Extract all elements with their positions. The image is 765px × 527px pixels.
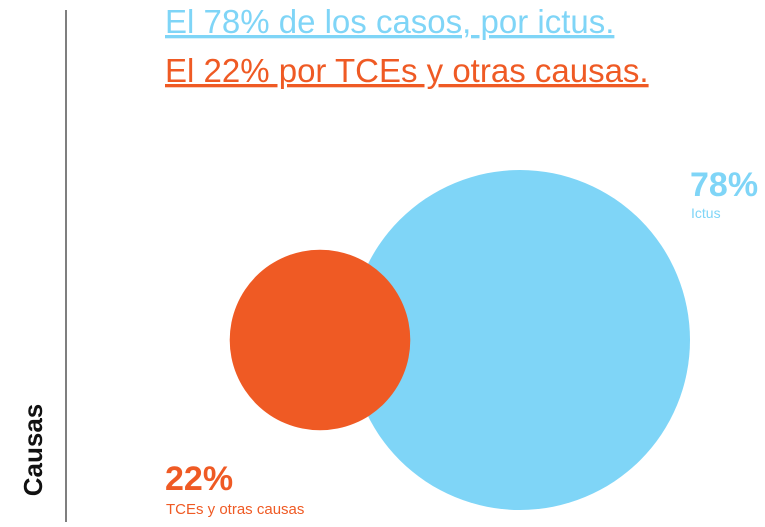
- category-label: TCEs y otras causas: [166, 501, 304, 518]
- category-label: Ictus: [691, 205, 721, 221]
- bubble: [350, 170, 690, 510]
- value-label: 78%: [690, 166, 758, 204]
- headline: El 22% por TCEs y otras causas.: [165, 52, 649, 89]
- bubble: [229, 249, 411, 431]
- headline: El 78% de los casos, por ictus.: [165, 3, 614, 40]
- side-label: Causas: [18, 404, 48, 497]
- value-label: 22%: [165, 460, 233, 498]
